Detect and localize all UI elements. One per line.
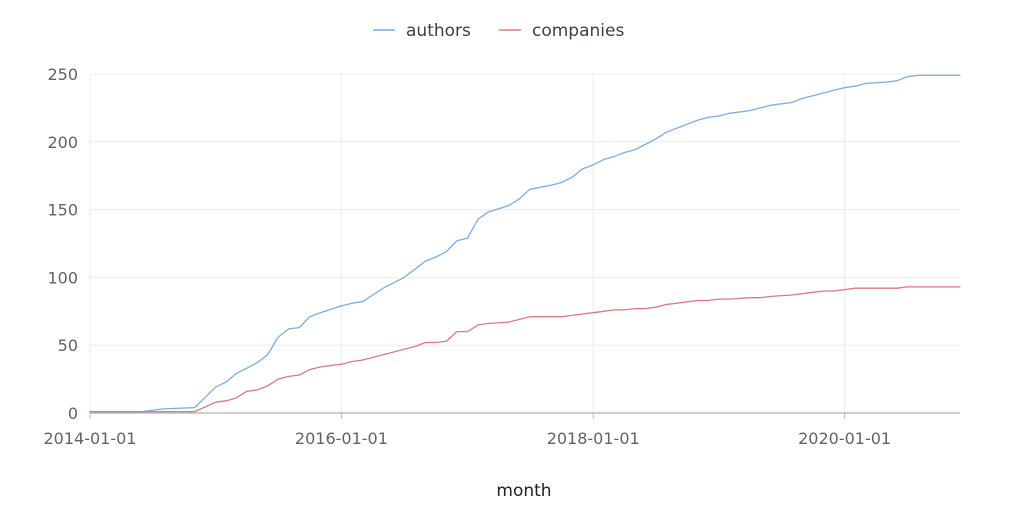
- grid: [89, 73, 960, 414]
- x-tick-label: 2016-01-01: [295, 429, 388, 448]
- series-lines: [89, 74, 961, 413]
- series-line-authors: [89, 74, 961, 413]
- y-tick-label: 50: [58, 336, 78, 355]
- y-tick-label: 100: [47, 268, 78, 287]
- legend-item-companies[interactable]: companies: [499, 21, 624, 41]
- y-tick-label: 150: [47, 201, 78, 220]
- legend-label: authors: [406, 21, 471, 41]
- y-tick-label: 250: [47, 65, 78, 84]
- series-line-companies: [89, 286, 961, 413]
- x-tick-label: 2018-01-01: [547, 429, 640, 448]
- x-tick-label: 2020-01-01: [798, 429, 891, 448]
- legend[interactable]: authors companies: [373, 21, 624, 41]
- axes: 0 50 100 150 200 250 2014-01-01 2016-01-01 2018-…: [44, 65, 960, 448]
- legend-label: companies: [532, 21, 624, 41]
- y-tick-label: 0: [68, 404, 78, 423]
- x-tick-label: 2014-01-01: [44, 429, 137, 448]
- x-axis-title: month: [496, 481, 551, 501]
- y-tick-label: 200: [47, 133, 78, 152]
- legend-item-authors[interactable]: authors: [373, 21, 471, 41]
